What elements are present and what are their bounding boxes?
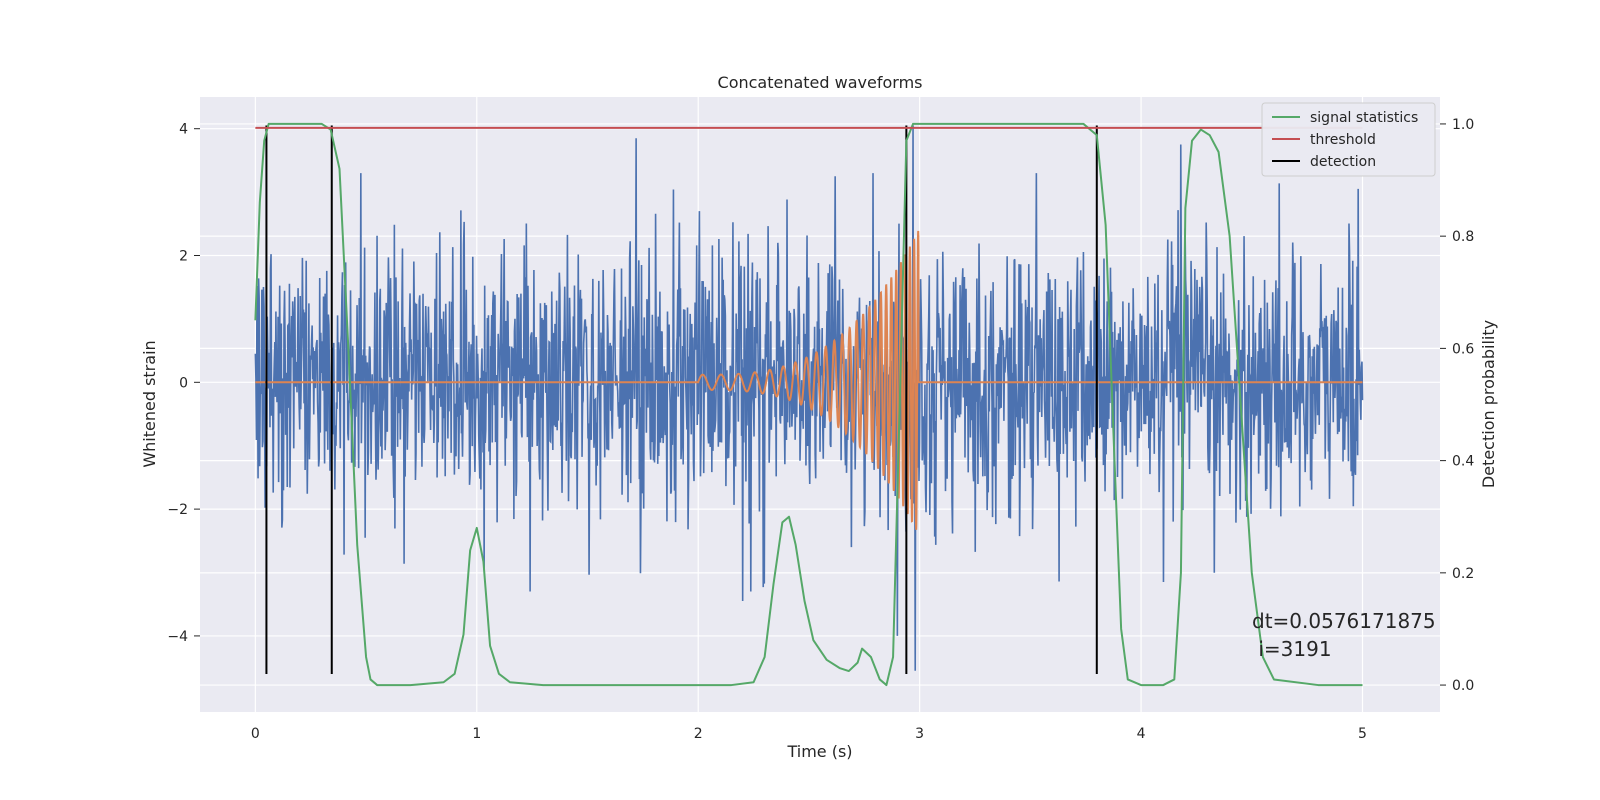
y2-ticks: 0.0 0.2 0.4 0.6 0.8 1.0: [1440, 117, 1474, 694]
legend-box: [1261, 102, 1436, 177]
x-tick-label: 2: [694, 726, 703, 742]
y-tick-label: 4: [179, 122, 188, 138]
y2-tick-label: 0.2: [1452, 566, 1474, 582]
legend-label-threshold: threshold: [1310, 132, 1376, 148]
y-tick-label: 0: [179, 375, 188, 391]
x-tick-label: 4: [1137, 726, 1146, 742]
annotation-line-2: i=3191: [1252, 637, 1332, 661]
y2-axis-title: Detection probability: [1479, 320, 1498, 488]
y-tick-label: −2: [167, 502, 188, 518]
x-tick-label: 5: [1358, 726, 1367, 742]
legend-label-detection: detection: [1310, 154, 1376, 170]
y-ticks: −4 −2 0 2 4: [167, 122, 200, 645]
x-tick-label: 1: [472, 726, 481, 742]
signal-statistics-series: [254, 122, 1363, 687]
x-ticks: 0 1 2 3 4 5: [251, 726, 1367, 742]
waveform-line: [255, 230, 1363, 530]
x-tick-label: 3: [915, 726, 924, 742]
y-tick-label: 2: [179, 249, 188, 265]
y-axis-title: Whitened strain: [140, 340, 159, 467]
y2-tick-label: 0.4: [1452, 454, 1474, 470]
chart-title: Concatenated waveforms: [718, 73, 923, 92]
y-tick-label: −4: [167, 629, 188, 645]
legend-label-signal-statistics: signal statistics: [1310, 110, 1418, 126]
y2-tick-label: 0.6: [1452, 341, 1474, 357]
y2-tick-label: 0.8: [1452, 229, 1474, 245]
annotation-line-1: dt=0.0576171875: [1252, 609, 1436, 633]
waveform-series: [255, 230, 1363, 530]
signal-statistics-line: [254, 122, 1363, 687]
legend: signal statistics threshold detection: [1261, 102, 1436, 177]
annotation: dt=0.0576171875 i=3191: [1252, 609, 1436, 661]
x-tick-label: 0: [251, 726, 260, 742]
y2-tick-label: 0.0: [1452, 678, 1474, 694]
x-axis-title: Time (s): [786, 742, 852, 761]
y2-tick-label: 1.0: [1452, 117, 1474, 133]
detection-series: [265, 125, 1098, 674]
